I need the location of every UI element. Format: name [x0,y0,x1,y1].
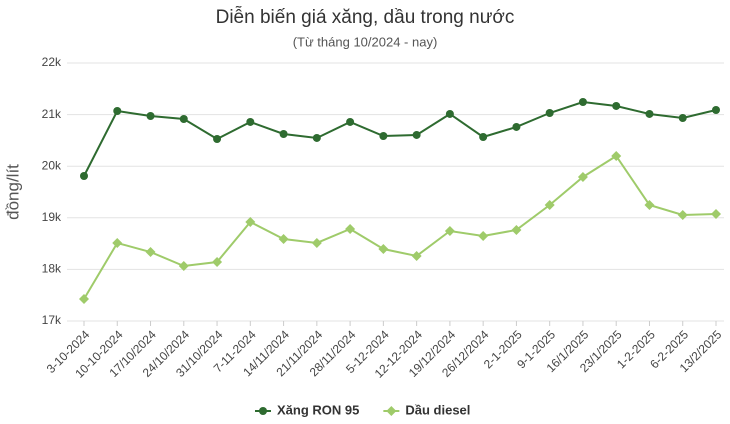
point [179,114,188,123]
y-tick-label: 21k [42,107,62,121]
series-line [83,100,717,177]
point [278,234,289,245]
point [712,106,720,115]
y-tick-label: 22k [42,55,62,69]
point [113,106,122,115]
point [412,130,421,139]
y-tick-label: 20k [42,158,62,172]
point [246,117,255,126]
point [346,117,355,126]
point [112,237,123,248]
point [512,122,521,131]
legend-label: Dầu diesel [405,402,470,417]
point [312,133,321,142]
point [677,210,688,221]
point [578,98,587,107]
point [178,260,189,271]
point [678,114,687,123]
point [544,200,555,211]
point [545,109,554,118]
y-axis-label: đồng/lít [3,164,22,220]
point [245,216,256,227]
point [612,101,621,110]
point [577,171,588,182]
legend-marker [259,407,267,415]
point [611,150,622,161]
point [145,247,156,258]
point [478,231,489,242]
point [444,226,455,237]
legend-marker [386,406,397,416]
point [644,200,655,211]
chart-title: Diễn biến giá xăng, dầu trong nước [216,6,515,28]
series-line [83,154,717,300]
point [279,130,288,139]
point [345,223,356,234]
point [213,135,222,144]
point [645,109,654,118]
point [445,109,454,118]
point [79,294,89,305]
point [146,111,155,120]
point [511,224,522,235]
chart-subtitle: (Từ tháng 10/2024 - nay) [293,34,438,49]
point [80,172,88,181]
point [411,250,422,261]
point [311,237,322,248]
y-tick-label: 17k [42,313,62,327]
legend-label: Xăng RON 95 [277,402,359,417]
point [212,257,223,268]
point [379,132,388,141]
y-tick-label: 18k [42,262,62,276]
point [378,244,389,255]
point [711,208,721,219]
point [479,132,488,141]
y-tick-label: 19k [42,210,62,224]
